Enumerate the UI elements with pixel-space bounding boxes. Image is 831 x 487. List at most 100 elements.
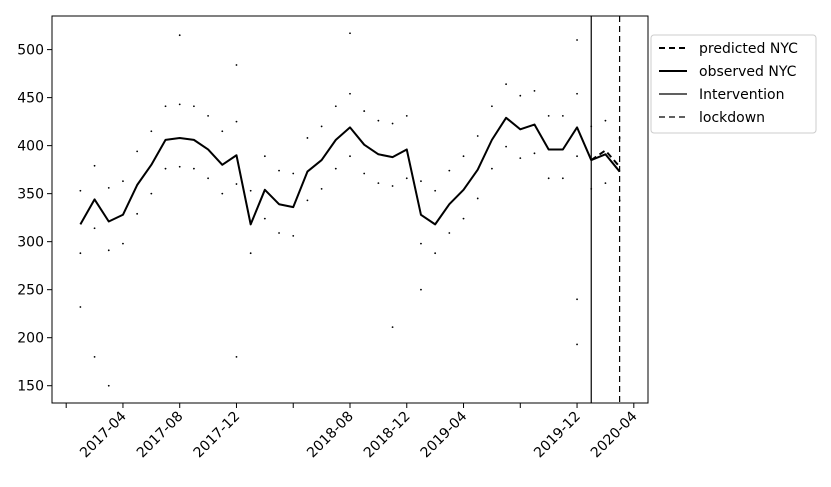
scatter-point [93, 356, 96, 358]
scatter-point [278, 232, 280, 234]
scatter-point [420, 180, 422, 183]
scatter-point [576, 298, 578, 301]
scatter-point [462, 155, 465, 158]
scatter-point [519, 94, 522, 97]
scatter-point [604, 182, 607, 184]
x-tick-label: 2017-08 [134, 409, 187, 462]
scatter-point [533, 90, 536, 92]
scatter-point [561, 177, 564, 180]
scatter-point [221, 130, 224, 133]
scatter-point [349, 32, 351, 35]
scatter-point [235, 183, 238, 185]
y-tick-label: 350 [17, 187, 44, 203]
x-tick-label: 2019-04 [418, 408, 471, 461]
x-tick-label: 2019-12 [531, 409, 584, 462]
scatter-point [107, 249, 110, 252]
scatter-point [448, 169, 451, 172]
scatter-point [263, 217, 266, 220]
scatter-point [576, 155, 578, 158]
scatter-point [405, 177, 408, 180]
data-line [590, 149, 621, 168]
scatter-point [505, 145, 507, 148]
scatter-point [576, 92, 578, 95]
legend-box [650, 34, 817, 134]
scatter-point [164, 105, 167, 108]
scatter-point [334, 105, 337, 108]
scatter-point [491, 167, 493, 170]
scatter-point [306, 199, 309, 202]
scatter-point [434, 252, 437, 255]
x-tick-label: 2020-04 [588, 408, 641, 461]
scatter-point [79, 306, 82, 308]
legend-label: observed NYC [699, 64, 797, 80]
scatter-point [122, 242, 124, 245]
scatter-point [349, 155, 351, 158]
y-tick-label: 400 [17, 139, 44, 155]
scatter-point [349, 92, 351, 95]
scatter-point [420, 288, 422, 291]
scatter-point [235, 120, 238, 123]
y-tick-label: 300 [17, 235, 44, 251]
scatter-point [79, 252, 82, 255]
scatter-point [136, 212, 139, 215]
legend-label: lockdown [699, 110, 765, 126]
scatter-point [420, 242, 422, 245]
legend-label: Intervention [699, 87, 784, 103]
scatter-point [193, 105, 195, 108]
scatter-point [363, 172, 366, 175]
scatter-point [263, 155, 266, 158]
y-tick-label: 500 [17, 43, 44, 59]
scatter-point [235, 64, 238, 66]
scatter-point [150, 130, 153, 133]
scatter-point [334, 167, 337, 170]
scatter-point [363, 110, 366, 112]
scatter-point [164, 167, 167, 170]
scatter-point [107, 384, 110, 387]
scatter-point [93, 227, 96, 230]
scatter-point [136, 150, 139, 153]
scatter-point [278, 169, 280, 172]
scatter-point [391, 185, 394, 187]
scatter-point [221, 192, 224, 195]
scatter-point [476, 135, 479, 137]
scatter-point [122, 180, 124, 183]
scatter-point [207, 114, 209, 117]
data-line [79, 116, 621, 226]
x-tick-label: 2018-08 [304, 409, 357, 462]
scatter-point [434, 189, 437, 192]
scatter-point [320, 187, 323, 190]
scatter-point [292, 172, 295, 175]
scatter-point [150, 192, 153, 195]
scatter-point [292, 235, 295, 237]
y-tick-label: 250 [17, 283, 44, 299]
scatter-point [207, 177, 209, 180]
scatter-point [178, 103, 181, 106]
scatter-point [533, 152, 536, 155]
scatter-point [107, 186, 110, 189]
scatter-point [547, 114, 550, 117]
scatter-point [576, 343, 578, 346]
scatter-point [93, 164, 96, 167]
scatter-point [491, 105, 493, 108]
x-tick-label: 2017-12 [191, 409, 244, 462]
scatter-point [320, 125, 323, 128]
scatter-point [405, 114, 408, 117]
scatter-point [249, 252, 252, 255]
scatter-point [193, 167, 195, 170]
scatter-point [604, 119, 607, 122]
legend-label: predicted NYC [699, 41, 798, 57]
scatter-point [79, 189, 82, 192]
scatter-point [547, 177, 550, 180]
scatter-point [377, 119, 380, 122]
scatter-point [391, 122, 394, 125]
x-tick-label: 2017-04 [77, 408, 130, 461]
plot-frame [51, 15, 649, 404]
scatter-point [505, 83, 507, 86]
scatter-point [561, 114, 564, 117]
y-tick-label: 200 [17, 331, 44, 347]
scatter-point [448, 232, 451, 234]
scatter-point [519, 157, 522, 160]
scatter-point [306, 137, 309, 139]
x-tick-label: 2018-12 [361, 409, 414, 462]
